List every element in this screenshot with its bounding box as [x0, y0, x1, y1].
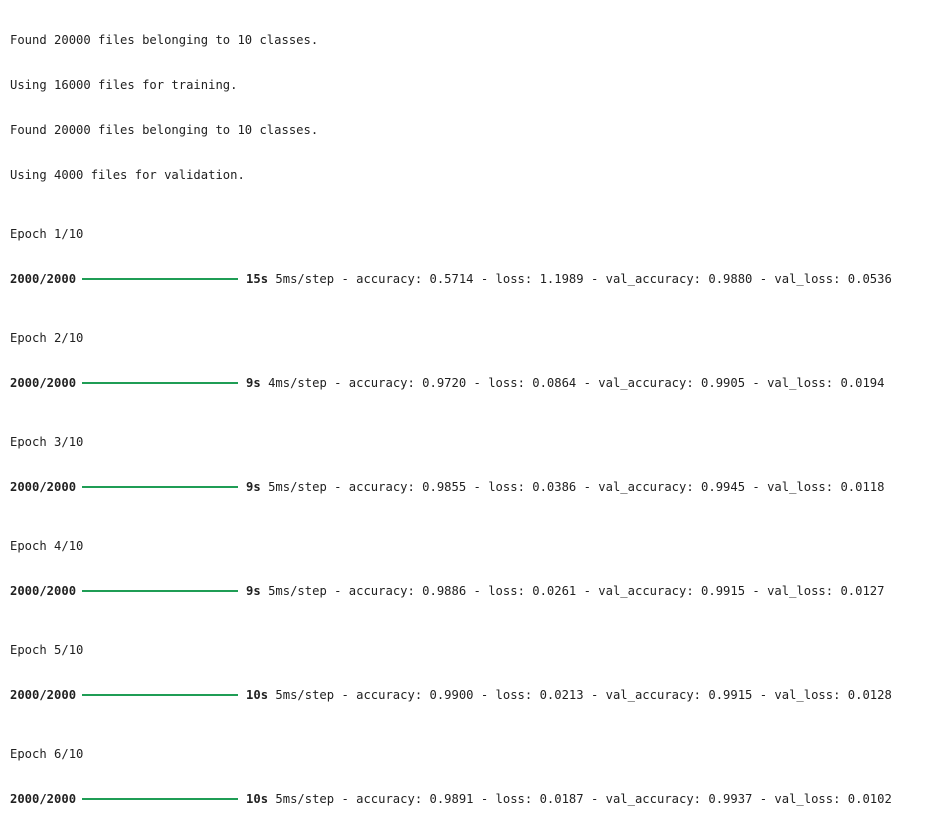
- val-accuracy-value: 0.9915: [701, 584, 746, 598]
- progress-bar: [82, 693, 239, 696]
- loss-value: 0.0386: [532, 480, 577, 494]
- per-step: 5ms/step: [275, 688, 335, 702]
- progress-bar: [82, 589, 239, 592]
- console-output: Found 20000 files belonging to 10 classe…: [10, 4, 892, 830]
- val-loss-value: 0.0118: [840, 480, 885, 494]
- epoch-time: 10s: [246, 688, 269, 702]
- progress-bar: [82, 277, 239, 280]
- per-step: 5ms/step: [275, 272, 335, 286]
- loss-value: 0.0187: [539, 792, 584, 806]
- epoch-progress-line: 2000/2000 9s 5ms/step - accuracy: 0.9886 …: [10, 584, 885, 598]
- epoch-steps: 2000/2000: [10, 584, 77, 598]
- epoch-label: Epoch 6/10: [10, 747, 84, 761]
- epoch-label: Epoch 4/10: [10, 539, 84, 553]
- per-step: 4ms/step: [268, 376, 327, 390]
- val-loss-value: 0.0536: [847, 272, 892, 286]
- epoch-label: Epoch 1/10: [10, 227, 84, 241]
- loss-value: 0.0213: [539, 688, 584, 702]
- epoch-steps: 2000/2000: [10, 272, 77, 286]
- console-line: Using 16000 files for training.: [10, 78, 238, 92]
- val-loss-value: 0.0194: [840, 376, 885, 390]
- epoch-progress-line: 2000/2000 9s 5ms/step - accuracy: 0.9855 …: [10, 480, 885, 494]
- val-accuracy-value: 0.9905: [701, 376, 746, 390]
- epoch-time: 9s: [246, 480, 261, 494]
- accuracy-value: 0.9886: [422, 584, 467, 598]
- epoch-progress-line: 2000/2000 10s 5ms/step - accuracy: 0.9900…: [10, 688, 892, 702]
- epoch-label: Epoch 2/10: [10, 331, 84, 345]
- val-loss-value: 0.0128: [847, 688, 892, 702]
- epoch-steps: 2000/2000: [10, 376, 77, 390]
- epoch-progress-line: 2000/2000 10s 5ms/step - accuracy: 0.9891…: [10, 792, 892, 806]
- accuracy-value: 0.9720: [422, 376, 467, 390]
- console-line: Found 20000 files belonging to 10 classe…: [10, 123, 319, 137]
- val-loss-value: 0.0127: [840, 584, 885, 598]
- epoch-time: 15s: [246, 272, 269, 286]
- val-accuracy-value: 0.9945: [701, 480, 746, 494]
- epoch-steps: 2000/2000: [10, 792, 77, 806]
- accuracy-value: 0.5714: [429, 272, 474, 286]
- loss-value: 1.1989: [539, 272, 584, 286]
- val-loss-value: 0.0102: [847, 792, 892, 806]
- loss-value: 0.0261: [532, 584, 577, 598]
- val-accuracy-value: 0.9880: [708, 272, 753, 286]
- loss-value: 0.0864: [532, 376, 577, 390]
- progress-bar: [82, 381, 239, 384]
- val-accuracy-value: 0.9937: [708, 792, 753, 806]
- epoch-progress-line: 2000/2000 9s 4ms/step - accuracy: 0.9720 …: [10, 376, 885, 390]
- console-line: Using 4000 files for validation.: [10, 168, 245, 182]
- console-line: Found 20000 files belonging to 10 classe…: [10, 33, 319, 47]
- accuracy-value: 0.9891: [429, 792, 474, 806]
- per-step: 5ms/step: [275, 792, 335, 806]
- epoch-time: 10s: [246, 792, 269, 806]
- epoch-time: 9s: [246, 584, 261, 598]
- per-step: 5ms/step: [268, 480, 327, 494]
- val-accuracy-value: 0.9915: [708, 688, 753, 702]
- progress-bar: [82, 797, 239, 800]
- progress-bar: [82, 485, 239, 488]
- epoch-steps: 2000/2000: [10, 688, 77, 702]
- epoch-label: Epoch 3/10: [10, 435, 84, 449]
- epoch-time: 9s: [246, 376, 261, 390]
- per-step: 5ms/step: [268, 584, 327, 598]
- epoch-label: Epoch 5/10: [10, 643, 84, 657]
- epoch-progress-line: 2000/2000 15s 5ms/step - accuracy: 0.5714…: [10, 272, 892, 286]
- accuracy-value: 0.9855: [422, 480, 467, 494]
- accuracy-value: 0.9900: [429, 688, 474, 702]
- epoch-steps: 2000/2000: [10, 480, 77, 494]
